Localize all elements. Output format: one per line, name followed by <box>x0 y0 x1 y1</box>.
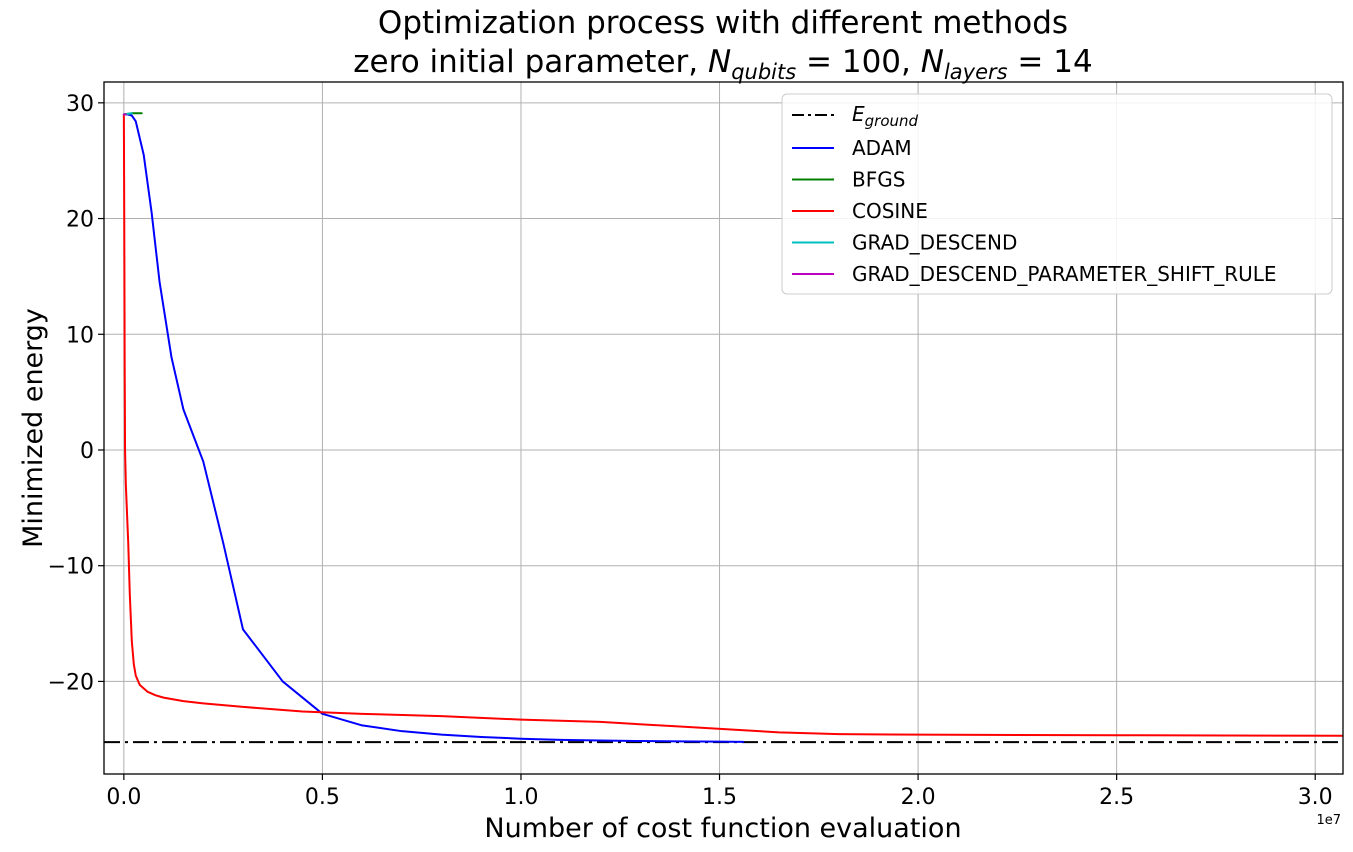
legend-ground-label: Eground <box>852 102 919 130</box>
y-tick-label: −10 <box>48 555 94 580</box>
chart-title-n-qubits: N <box>708 44 731 80</box>
series-layer <box>104 112 1343 744</box>
x-axis-ticks: 0.0 0.5 1.0 1.5 2.0 2.5 3.0 <box>106 774 1333 810</box>
y-tick-label: −20 <box>48 670 94 695</box>
x-axis-offset-text: 1e7 <box>1316 813 1341 828</box>
legend-label-grad-descend-parameter-shift-rule: GRAD_DESCEND_PARAMETER_SHIFT_RULE <box>852 262 1277 286</box>
legend: Eground ADAM BFGS COSINE GRAD_DESCEND GRAD_D… <box>781 93 1333 295</box>
y-tick-label: 0 <box>80 439 94 464</box>
y-axis-label: Minimized energy <box>18 308 49 548</box>
x-tick-label: 1.5 <box>702 785 737 810</box>
x-tick-label: 1.0 <box>503 785 538 810</box>
chart-title-line1: Optimization process with different meth… <box>378 5 1068 41</box>
legend-box <box>781 93 1333 295</box>
x-tick-label: 0.0 <box>106 785 141 810</box>
y-tick-label: 30 <box>66 92 94 117</box>
y-tick-label: 20 <box>66 208 94 233</box>
legend-label-grad-descend: GRAD_DESCEND <box>852 231 1017 255</box>
chart-title-layers-value: = 14 <box>1008 44 1093 80</box>
chart-title-prefix: zero initial parameter, <box>353 44 708 80</box>
x-tick-label: 0.5 <box>305 785 340 810</box>
x-tick-label: 2.0 <box>901 785 936 810</box>
legend-label-bfgs: BFGS <box>852 168 905 192</box>
chart-title-layers-sub: layers <box>944 60 1008 84</box>
chart-title-n-layers: N <box>921 44 944 80</box>
series-line-cosine <box>122 113 1343 737</box>
series-line-adam <box>122 113 745 743</box>
x-tick-label: 2.5 <box>1099 785 1134 810</box>
legend-label-cosine: COSINE <box>852 199 928 223</box>
plot-frame <box>103 81 1344 775</box>
y-axis-ticks: 30 20 10 0 −10 −20 <box>48 92 104 695</box>
chart-title-qubits-value: = 100, <box>796 44 921 80</box>
legend-ground-main: E <box>852 102 865 126</box>
x-axis-label: Number of cost function evaluation <box>484 813 961 844</box>
y-tick-label: 10 <box>66 323 94 348</box>
legend-series: ADAM BFGS COSINE GRAD_DESCEND GRAD_DESCEND_P… <box>792 136 1277 286</box>
legend-ground-sub: ground <box>865 112 919 130</box>
x-tick-label: 3.0 <box>1298 785 1333 810</box>
chart-title-qubits-sub: qubits <box>731 60 796 84</box>
legend-label-adam: ADAM <box>852 136 912 160</box>
chart-title-line2: zero initial parameter, Nqubits = 100, N… <box>353 44 1092 84</box>
